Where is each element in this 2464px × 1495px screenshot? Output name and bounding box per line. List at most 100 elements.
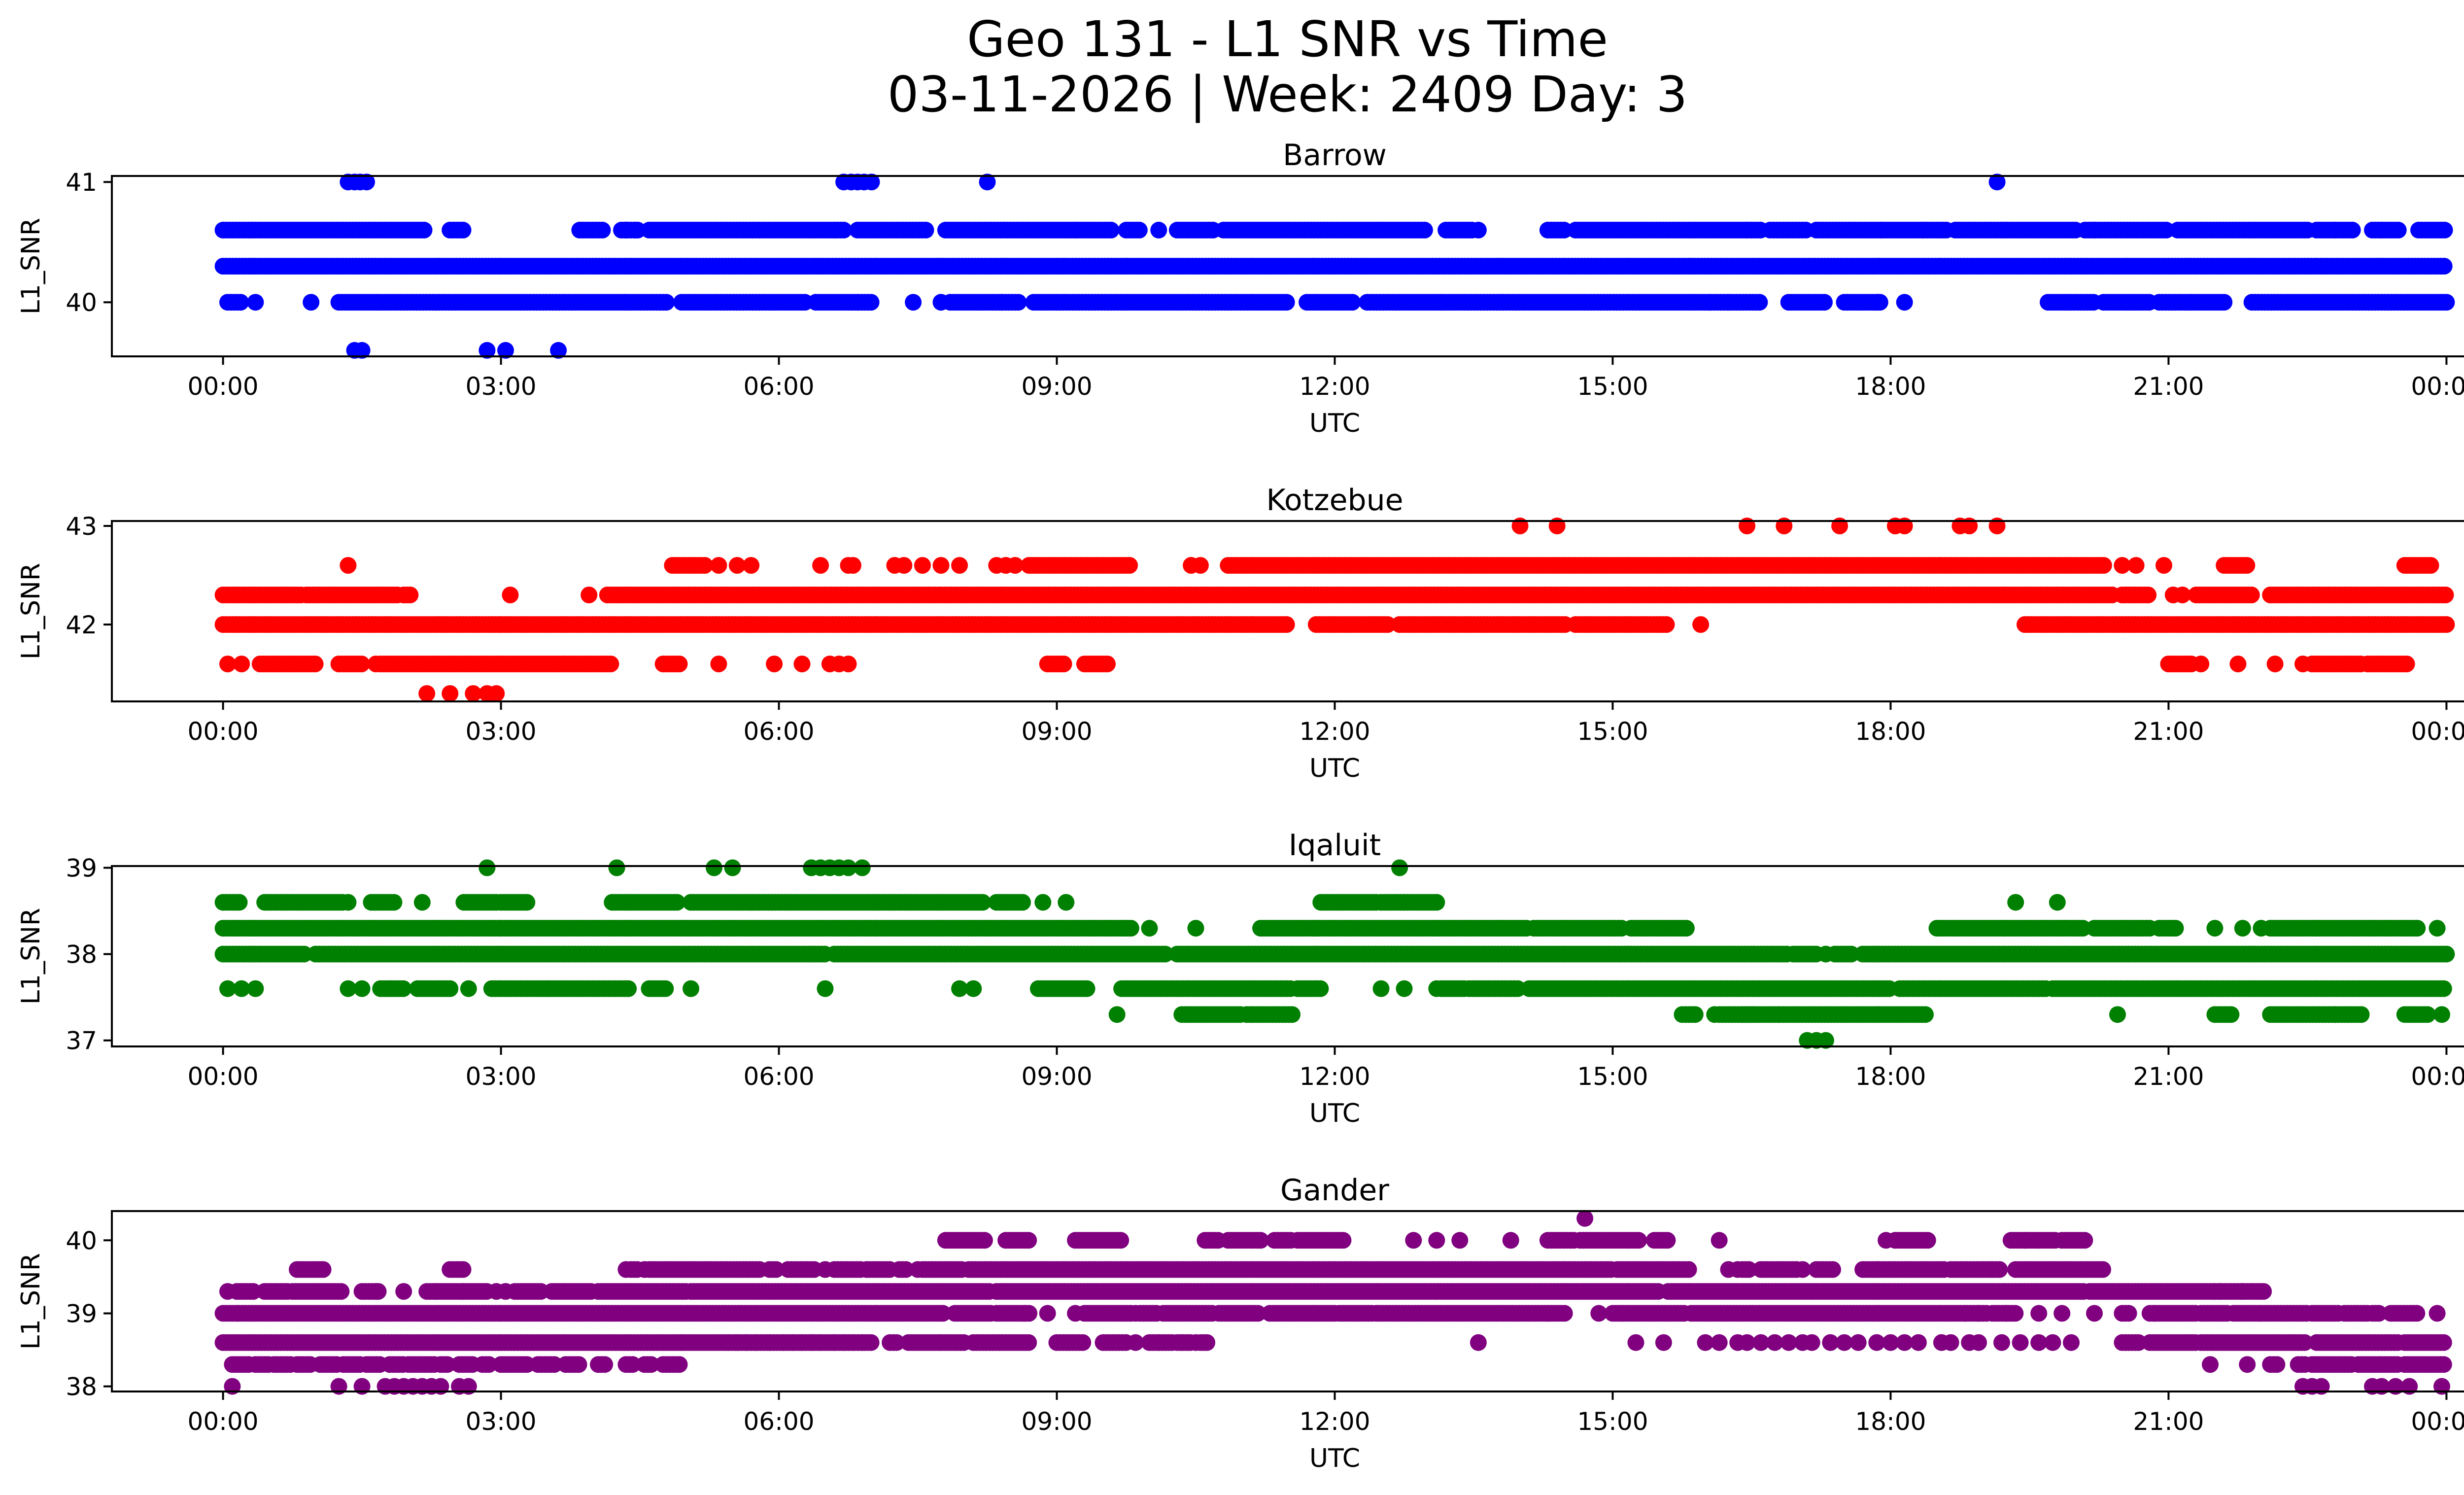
data-point: [232, 294, 249, 311]
data-point: [2438, 616, 2455, 633]
data-point: [415, 221, 433, 239]
data-point: [353, 656, 370, 672]
data-point: [728, 557, 746, 574]
data-point: [1150, 221, 1167, 239]
data-point: [2436, 221, 2453, 239]
data-point: [2049, 894, 2066, 911]
x-tick-label: 00:00: [2411, 372, 2464, 401]
data-point: [2167, 920, 2184, 937]
data-point: [518, 894, 536, 911]
data-point: [2438, 294, 2455, 311]
data-point: [2174, 587, 2191, 603]
x-tick-label: 18:00: [1855, 372, 1926, 401]
data-point: [454, 221, 472, 239]
data-point: [367, 656, 384, 672]
x-tick-label: 18:00: [1855, 717, 1926, 746]
data-point: [668, 894, 685, 911]
data-point: [1416, 221, 1433, 239]
x-tick-label: 12:00: [1299, 372, 1370, 401]
data-point: [550, 342, 567, 359]
data-point: [2390, 221, 2407, 239]
data-point: [2229, 656, 2247, 672]
data-point: [402, 587, 419, 603]
data-point: [2344, 221, 2361, 239]
data-point: [1868, 294, 1885, 311]
data-point: [413, 894, 431, 911]
data-point: [1058, 894, 1075, 911]
data-point: [1102, 221, 1120, 239]
x-tick-label: 09:00: [1021, 372, 1092, 401]
data-point: [247, 294, 264, 311]
data-point: [1121, 557, 1138, 574]
data-point: [1555, 221, 1573, 239]
data-point: [479, 342, 496, 359]
data-point: [497, 342, 514, 359]
data-point: [303, 294, 320, 311]
data-point: [979, 174, 996, 191]
data-point: [1428, 894, 1445, 911]
data-point: [932, 294, 950, 311]
x-tick-label: 06:00: [743, 717, 814, 746]
data-point: [2086, 221, 2103, 239]
data-point: [1751, 294, 1768, 311]
data-point: [231, 894, 248, 911]
data-point: [627, 221, 644, 239]
data-point: [1055, 656, 1072, 672]
data-point: [862, 294, 880, 311]
data-point: [2114, 557, 2131, 574]
data-point: [1701, 294, 1718, 311]
data-point: [917, 221, 934, 239]
data-point: [1006, 557, 1024, 574]
data-point: [581, 587, 598, 603]
data-point: [488, 685, 505, 702]
x-tick-label: 15:00: [1577, 372, 1648, 401]
data-point: [1278, 294, 1295, 311]
y-axis-label: L1_SNR: [16, 218, 46, 314]
data-point: [1141, 920, 1158, 937]
data-point: [219, 656, 236, 672]
data-point: [233, 656, 250, 672]
data-point: [844, 557, 861, 574]
x-axis-label: UTC: [1309, 754, 1360, 783]
data-point: [2294, 656, 2311, 672]
data-point: [743, 557, 760, 574]
data-point: [974, 894, 992, 911]
data-point: [442, 685, 459, 702]
data-point: [1192, 557, 1209, 574]
data-point: [854, 859, 871, 876]
data-point: [1739, 221, 1756, 239]
data-point: [1130, 221, 1148, 239]
figure-title: Geo 131 - L1 SNR vs Time: [967, 10, 1608, 68]
data-point: [658, 294, 675, 311]
subplot-title: Kotzebue: [1266, 483, 1403, 518]
data-point: [340, 557, 357, 574]
subplot-title: Barrow: [1283, 138, 1387, 173]
data-point: [2243, 587, 2260, 603]
x-axis-label: UTC: [1309, 409, 1360, 438]
data-point: [1014, 894, 1031, 911]
data-point: [479, 859, 496, 876]
data-point: [2398, 656, 2415, 672]
data-point: [849, 294, 866, 311]
data-point: [1816, 294, 1833, 311]
data-point: [2206, 920, 2224, 937]
data-point: [2216, 294, 2233, 311]
data-point: [951, 557, 968, 574]
data-point: [1988, 174, 2006, 191]
data-point: [706, 859, 722, 876]
x-tick-label: 00:00: [2411, 717, 2464, 746]
subplot-title: Iqaluit: [1289, 828, 1381, 863]
data-point: [2007, 894, 2024, 911]
data-point: [2435, 258, 2453, 275]
y-axis-label: L1_SNR: [16, 563, 46, 660]
x-tick-label: 21:00: [2133, 372, 2204, 401]
data-point: [2140, 587, 2157, 603]
data-points: [214, 518, 2455, 702]
data-point: [385, 894, 403, 911]
data-point: [1692, 616, 1710, 633]
data-point: [602, 656, 619, 672]
